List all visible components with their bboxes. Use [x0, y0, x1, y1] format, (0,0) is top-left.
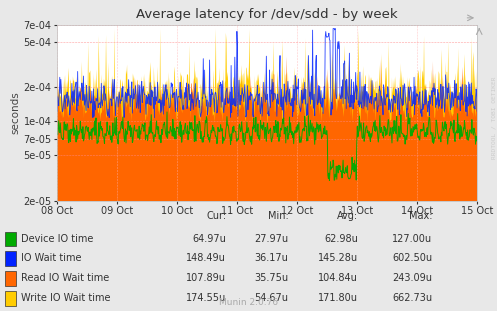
Text: 145.28u: 145.28u [318, 253, 358, 263]
Text: 62.98u: 62.98u [324, 234, 358, 244]
Bar [5, 271, 16, 285]
Text: 27.97u: 27.97u [254, 234, 288, 244]
Text: Munin 2.0.76: Munin 2.0.76 [219, 298, 278, 307]
Bar [5, 232, 16, 247]
Text: 174.55u: 174.55u [186, 293, 226, 303]
Text: Write IO Wait time: Write IO Wait time [21, 293, 110, 303]
Text: 243.09u: 243.09u [393, 273, 432, 283]
Text: Max:: Max: [409, 211, 432, 221]
Text: 171.80u: 171.80u [318, 293, 358, 303]
Text: Min:: Min: [267, 211, 288, 221]
Bar [5, 251, 16, 266]
Text: RRDTOOL / TOBI OETIKER: RRDTOOL / TOBI OETIKER [491, 77, 496, 160]
Bar [5, 291, 16, 306]
Title: Average latency for /dev/sdd - by week: Average latency for /dev/sdd - by week [136, 8, 398, 21]
Text: 602.50u: 602.50u [392, 253, 432, 263]
Text: 64.97u: 64.97u [192, 234, 226, 244]
Text: Read IO Wait time: Read IO Wait time [21, 273, 109, 283]
Text: 54.67u: 54.67u [254, 293, 288, 303]
Text: 127.00u: 127.00u [392, 234, 432, 244]
Text: Cur:: Cur: [206, 211, 226, 221]
Text: Device IO time: Device IO time [21, 234, 93, 244]
Text: 104.84u: 104.84u [318, 273, 358, 283]
Text: 107.89u: 107.89u [186, 273, 226, 283]
Text: 662.73u: 662.73u [392, 293, 432, 303]
Text: Avg:: Avg: [336, 211, 358, 221]
Text: 36.17u: 36.17u [254, 253, 288, 263]
Text: 148.49u: 148.49u [186, 253, 226, 263]
Text: 35.75u: 35.75u [254, 273, 288, 283]
Y-axis label: seconds: seconds [11, 91, 21, 134]
Text: IO Wait time: IO Wait time [21, 253, 82, 263]
